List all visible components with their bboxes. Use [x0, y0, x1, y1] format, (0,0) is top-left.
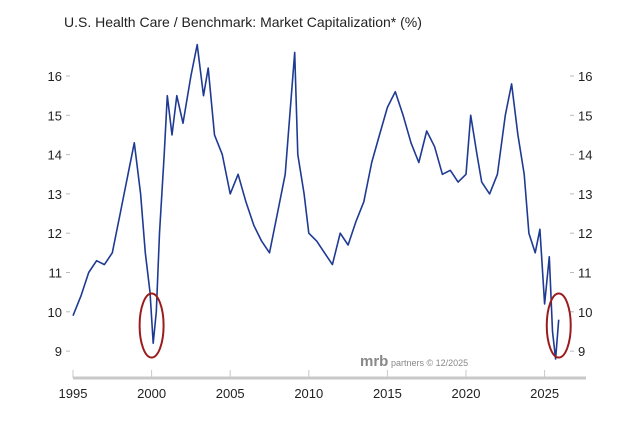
- x-tick-label: 2015: [373, 386, 402, 401]
- y-tick-label-right: 13: [578, 187, 592, 202]
- y-tick-label-left: 9: [55, 344, 62, 359]
- highlight-ellipse: [138, 292, 165, 359]
- y-tick-label-right: 9: [578, 344, 585, 359]
- chart-title: U.S. Health Care / Benchmark: Market Cap…: [64, 14, 422, 30]
- y-tick-label-right: 10: [578, 305, 592, 320]
- y-tick-label-right: 12: [578, 226, 592, 241]
- y-tick-label-left: 15: [48, 108, 62, 123]
- y-tick-label-left: 13: [48, 187, 62, 202]
- y-tick-label-left: 11: [49, 266, 63, 281]
- x-tick-label: 2005: [216, 386, 245, 401]
- y-tick-label-left: 10: [48, 305, 62, 320]
- x-tick-label: 1995: [59, 386, 88, 401]
- x-tick-label: 2020: [452, 386, 481, 401]
- highlight-ellipse: [545, 292, 572, 359]
- y-tick-label-right: 14: [578, 148, 592, 163]
- watermark: mrb partners © 12/2025: [360, 353, 468, 370]
- y-tick-label-right: 11: [578, 266, 592, 281]
- x-tick-label: 2000: [137, 386, 166, 401]
- y-tick-label-left: 16: [48, 69, 62, 84]
- y-tick-label-left: 12: [48, 226, 62, 241]
- watermark-brand: mrb: [360, 353, 388, 370]
- y-tick-label-right: 16: [578, 69, 592, 84]
- x-tick-label: 2025: [530, 386, 559, 401]
- y-tick-label-left: 14: [48, 148, 62, 163]
- watermark-text: partners © 12/2025: [391, 358, 468, 368]
- y-tick-label-right: 15: [578, 108, 592, 123]
- series-line: [72, 43, 560, 360]
- x-tick-label: 2010: [294, 386, 323, 401]
